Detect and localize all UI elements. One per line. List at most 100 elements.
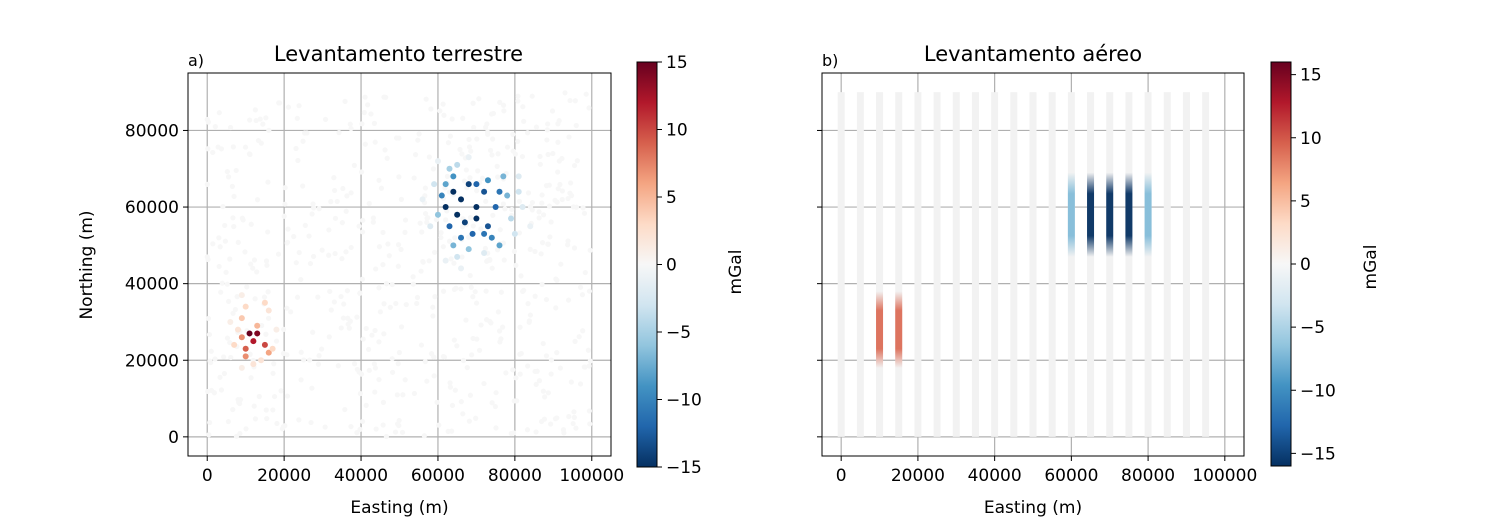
background-station (545, 390, 551, 396)
background-station (395, 263, 401, 269)
background-station (448, 256, 454, 262)
background-station (361, 109, 367, 116)
background-station (533, 429, 539, 435)
background-station (234, 294, 240, 300)
background-station (328, 307, 334, 313)
station-point (488, 234, 495, 241)
y-tick-label: 60000 (125, 198, 179, 218)
background-station (222, 238, 229, 244)
background-station (357, 390, 363, 397)
background-station (318, 346, 325, 352)
panel-b-label: b) (822, 51, 838, 70)
background-station (543, 296, 550, 303)
background-station (580, 328, 586, 334)
background-station (270, 370, 276, 376)
background-station (376, 376, 382, 383)
x-tick-label: 0 (836, 466, 847, 486)
station-point (465, 181, 472, 188)
background-station (546, 203, 553, 209)
flight-line (1067, 92, 1075, 437)
panel-b-x-ticks: 0 20000 40000 60000 80000 100000 (836, 456, 1257, 486)
background-station (205, 315, 212, 322)
station-point (454, 161, 461, 168)
background-station (438, 234, 444, 241)
background-station (346, 325, 352, 331)
panel-a-stations (227, 154, 534, 371)
background-station (558, 261, 564, 267)
background-station (381, 94, 387, 100)
flight-line (952, 92, 960, 437)
background-station (490, 212, 496, 218)
station-point (442, 204, 449, 211)
background-station (276, 100, 282, 106)
background-station (540, 212, 547, 218)
background-station (467, 272, 473, 279)
background-station (470, 223, 476, 229)
background-station (341, 301, 347, 307)
station-point (481, 188, 488, 195)
station-point (238, 315, 245, 322)
background-station (342, 98, 348, 105)
background-station (421, 433, 427, 439)
background-station (319, 247, 325, 253)
background-station (271, 361, 277, 367)
station-point (265, 307, 272, 314)
background-station (587, 421, 593, 427)
background-station (449, 428, 455, 434)
background-station (544, 127, 550, 133)
background-station (298, 276, 304, 283)
background-station (570, 420, 576, 427)
background-station (224, 335, 231, 341)
panel-b-xlabel: Easting (m) (984, 498, 1082, 518)
background-station (504, 144, 511, 150)
background-station (423, 96, 429, 102)
background-station (239, 215, 245, 221)
background-station (556, 118, 562, 124)
background-station (218, 387, 225, 393)
colorbar-tick-label: 0 (666, 256, 677, 276)
background-station (501, 108, 507, 114)
background-station (465, 234, 472, 240)
background-station (567, 97, 573, 104)
background-station (546, 182, 552, 188)
station-point (465, 154, 472, 161)
station-point (427, 223, 434, 230)
background-station (410, 274, 416, 280)
flight-line (971, 92, 979, 437)
panel-b-flight-lines (837, 92, 1210, 437)
background-station (492, 403, 498, 410)
background-station (476, 96, 482, 102)
background-station (527, 312, 534, 318)
background-station (204, 181, 210, 187)
station-point (269, 345, 276, 352)
flight-line (1125, 92, 1133, 437)
background-station (555, 139, 561, 145)
background-station (445, 140, 452, 146)
background-station (377, 309, 383, 315)
background-station (422, 185, 429, 191)
panel-a-frame (187, 72, 612, 457)
station-point (250, 361, 257, 368)
station-point (258, 357, 265, 364)
background-station (568, 379, 574, 385)
background-station (326, 252, 332, 258)
background-station (538, 251, 544, 257)
background-station (543, 353, 550, 359)
background-station (334, 198, 340, 205)
background-station (304, 130, 310, 136)
station-point (238, 334, 245, 341)
background-station (381, 331, 387, 337)
background-station (208, 359, 214, 366)
background-station (296, 417, 302, 423)
background-station (500, 324, 506, 330)
background-station (389, 356, 395, 362)
background-station (339, 256, 345, 262)
background-station (227, 256, 233, 262)
background-station (426, 154, 432, 160)
background-station (308, 419, 314, 426)
background-station (296, 103, 302, 109)
background-station (398, 246, 404, 253)
background-station (362, 141, 368, 147)
background-station (545, 241, 551, 247)
background-station (495, 309, 501, 315)
